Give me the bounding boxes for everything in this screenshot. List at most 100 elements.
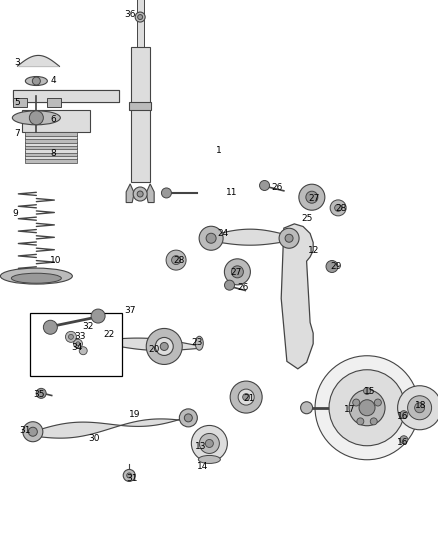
Text: 6: 6	[50, 115, 57, 124]
Circle shape	[335, 204, 342, 212]
Circle shape	[299, 184, 325, 210]
Text: 25: 25	[301, 214, 312, 223]
Circle shape	[243, 393, 250, 401]
Text: 33: 33	[74, 333, 85, 341]
Text: 28: 28	[335, 205, 346, 213]
Text: 11: 11	[226, 189, 238, 197]
Bar	[22, 110, 90, 132]
Text: 16: 16	[397, 438, 409, 447]
Text: 20: 20	[148, 345, 160, 353]
Bar	[13, 98, 27, 107]
Circle shape	[36, 389, 46, 398]
Text: 21: 21	[243, 394, 254, 402]
Text: 29: 29	[331, 262, 342, 271]
Bar	[25, 158, 78, 163]
Text: 37: 37	[125, 306, 136, 314]
Text: 10: 10	[50, 256, 62, 264]
Text: 36: 36	[125, 11, 136, 19]
Text: 22: 22	[103, 330, 114, 339]
Circle shape	[374, 399, 381, 406]
Ellipse shape	[198, 455, 220, 464]
Ellipse shape	[0, 268, 72, 284]
Circle shape	[285, 234, 293, 243]
Bar	[25, 138, 78, 143]
Text: 32: 32	[82, 322, 93, 330]
Text: 13: 13	[195, 442, 206, 450]
Text: 35: 35	[34, 390, 45, 399]
Polygon shape	[33, 417, 188, 438]
Circle shape	[127, 473, 132, 478]
Circle shape	[160, 342, 168, 351]
Text: 26: 26	[271, 183, 283, 192]
Circle shape	[330, 200, 346, 216]
Bar	[25, 151, 78, 156]
Text: 5: 5	[14, 98, 21, 107]
Ellipse shape	[25, 77, 47, 85]
Circle shape	[400, 410, 408, 419]
Circle shape	[65, 332, 77, 342]
Bar	[25, 135, 78, 140]
Polygon shape	[281, 224, 313, 369]
Bar	[13, 90, 119, 102]
Circle shape	[155, 337, 173, 356]
Text: 27: 27	[309, 194, 320, 203]
Circle shape	[76, 342, 80, 346]
Circle shape	[225, 280, 234, 290]
Circle shape	[91, 309, 105, 323]
Circle shape	[359, 400, 375, 416]
Circle shape	[300, 402, 313, 414]
Bar	[13, 90, 119, 102]
Circle shape	[230, 381, 262, 413]
Text: 24: 24	[217, 229, 228, 238]
Circle shape	[179, 409, 198, 427]
Circle shape	[329, 370, 405, 446]
Ellipse shape	[12, 111, 60, 125]
Circle shape	[23, 422, 43, 442]
Circle shape	[315, 356, 419, 460]
Circle shape	[260, 181, 269, 190]
Text: 17: 17	[344, 405, 355, 414]
Circle shape	[74, 340, 82, 348]
Circle shape	[135, 12, 145, 22]
Circle shape	[191, 425, 227, 462]
Circle shape	[133, 187, 147, 201]
Polygon shape	[146, 184, 154, 203]
Bar	[137, 0, 144, 96]
Circle shape	[199, 226, 223, 251]
Text: 31: 31	[20, 426, 31, 435]
Circle shape	[357, 418, 364, 425]
Circle shape	[184, 414, 192, 422]
Ellipse shape	[195, 336, 203, 350]
Circle shape	[199, 433, 219, 454]
Bar	[25, 142, 78, 146]
Bar	[129, 102, 151, 110]
Text: 30: 30	[88, 434, 100, 442]
Bar	[25, 145, 78, 149]
Circle shape	[79, 346, 87, 355]
Circle shape	[231, 266, 244, 278]
Circle shape	[326, 261, 338, 272]
Text: 14: 14	[197, 462, 208, 471]
Text: 26: 26	[238, 284, 249, 292]
Text: 8: 8	[50, 149, 57, 158]
Bar	[30, 313, 122, 376]
Circle shape	[146, 328, 182, 365]
Text: 7: 7	[14, 129, 21, 138]
Circle shape	[29, 111, 43, 125]
Circle shape	[162, 188, 171, 198]
Text: 12: 12	[307, 246, 319, 255]
Circle shape	[306, 191, 318, 203]
Circle shape	[349, 390, 385, 426]
Circle shape	[206, 233, 216, 243]
Circle shape	[238, 389, 254, 405]
Text: 9: 9	[12, 209, 18, 217]
Polygon shape	[211, 229, 289, 245]
Circle shape	[364, 387, 371, 394]
Circle shape	[68, 334, 74, 340]
Polygon shape	[126, 184, 134, 203]
Bar	[25, 132, 78, 136]
Text: 16: 16	[397, 413, 409, 421]
Text: 3: 3	[14, 59, 21, 67]
Circle shape	[279, 228, 299, 248]
Circle shape	[123, 470, 135, 481]
